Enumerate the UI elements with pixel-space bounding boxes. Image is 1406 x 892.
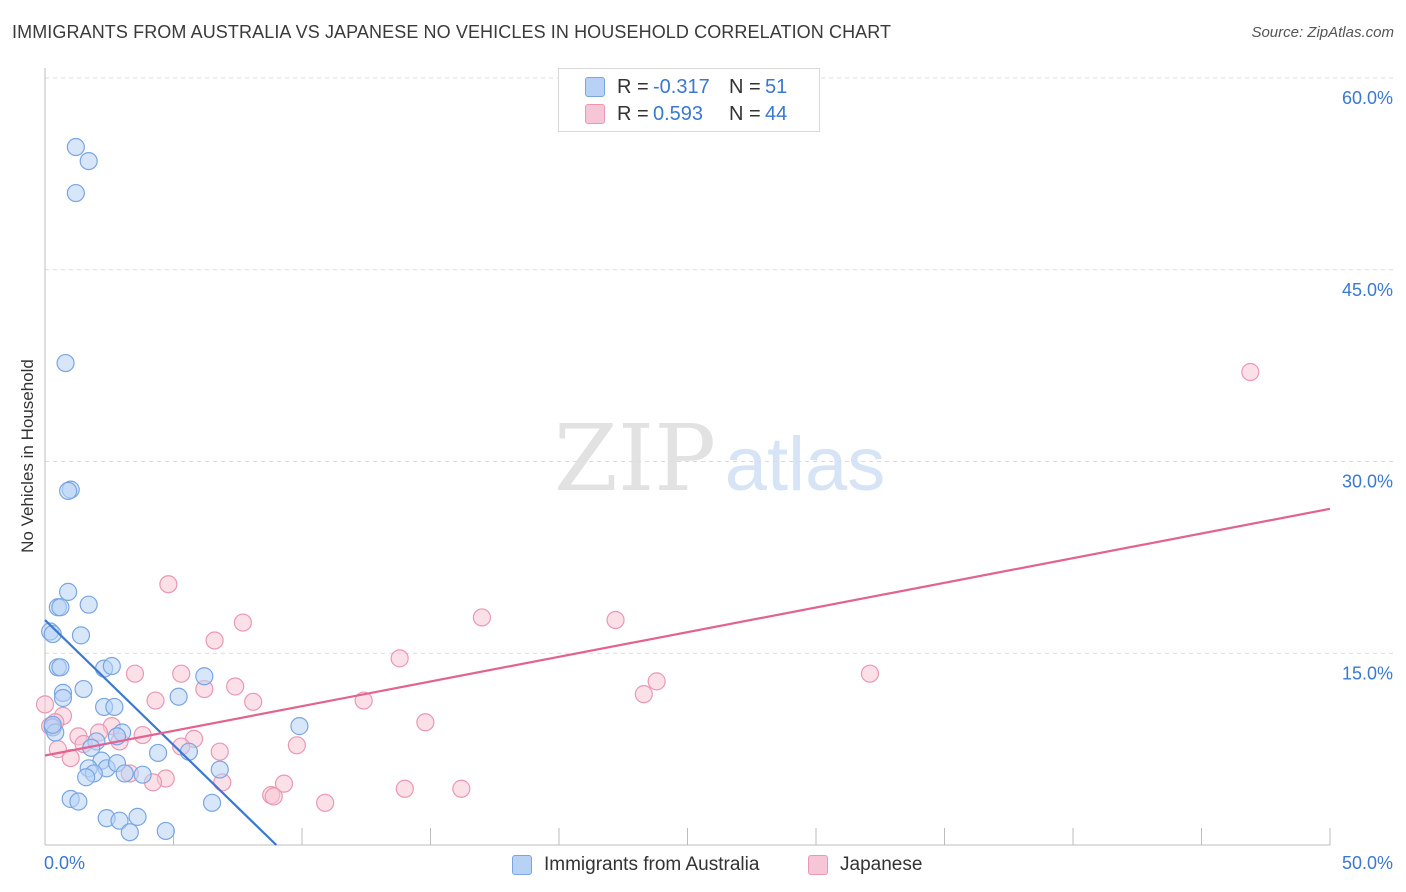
japanese-point <box>172 664 191 683</box>
japanese-trend-line <box>44 507 1331 757</box>
legend-row-japanese: R = 0.593 N = 44 <box>585 101 787 127</box>
legend-row-australia: R = -0.317 N = 51 <box>585 74 787 100</box>
japanese-point <box>264 787 283 806</box>
japanese-point <box>146 691 165 710</box>
japanese-point <box>274 774 294 793</box>
japanese-point <box>35 695 55 714</box>
y-tick-label: 30.0% <box>1342 472 1393 492</box>
japanese-point <box>287 736 306 755</box>
australia-point <box>115 764 134 783</box>
australia-point <box>69 792 88 811</box>
japanese-point <box>316 793 335 812</box>
japanese-point <box>159 575 178 594</box>
y-axis-label: No Vehicles in Household <box>18 359 37 553</box>
japanese-point <box>390 649 409 668</box>
australia-point <box>74 679 93 699</box>
australia-point <box>66 183 85 203</box>
r-label: R = <box>617 75 649 98</box>
japanese-swatch <box>808 855 828 875</box>
australia-point <box>66 137 85 157</box>
australia-point <box>53 688 73 708</box>
australia-point <box>51 598 70 617</box>
australia-point <box>169 687 188 706</box>
australia-point <box>128 807 147 826</box>
australia-point <box>210 760 229 779</box>
legend-label: Immigrants from Australia <box>544 854 760 875</box>
bottom-legend-japanese: Japanese <box>808 852 922 878</box>
japanese-point <box>205 631 224 650</box>
australia-point <box>56 353 75 373</box>
chart-title: IMMIGRANTS FROM AUSTRALIA VS JAPANESE NO… <box>12 22 892 42</box>
japanese-point <box>395 779 414 798</box>
x-tick-label: 50.0% <box>1342 853 1393 873</box>
n-value: 44 <box>765 102 788 125</box>
japanese-point <box>210 742 229 761</box>
y-tick-label: 60.0% <box>1342 88 1393 108</box>
australia-point <box>105 697 124 717</box>
n-label: N = <box>729 75 761 98</box>
australia-point <box>156 821 175 841</box>
japanese-point <box>472 608 491 627</box>
australia-point <box>71 626 91 645</box>
australia-point <box>79 595 98 614</box>
australia-point <box>148 743 168 763</box>
japanese-swatch <box>585 104 605 124</box>
japanese-point <box>226 677 245 696</box>
japanese-point <box>244 692 263 711</box>
correlation-legend: R = -0.317 N = 51 R = 0.593 N = 44 <box>558 68 820 132</box>
japanese-point <box>634 685 653 704</box>
x-tick-label: 0.0% <box>44 853 85 873</box>
japanese-point <box>1241 362 1260 382</box>
australia-point <box>290 717 309 736</box>
australia-point <box>59 582 78 601</box>
australia-point <box>110 811 129 830</box>
legend-label: Japanese <box>840 854 923 875</box>
australia-point <box>79 151 98 171</box>
australia-point <box>51 658 70 677</box>
japanese-point <box>416 713 435 732</box>
bottom-legend-australia: Immigrants from Australia <box>512 852 759 878</box>
australia-point <box>195 667 214 686</box>
japanese-point <box>606 610 625 630</box>
n-label: N = <box>729 102 761 125</box>
n-value: 51 <box>765 75 788 98</box>
r-value: -0.317 <box>653 75 710 98</box>
australia-point <box>43 624 62 644</box>
japanese-point <box>452 779 471 798</box>
australia-swatch <box>512 855 532 875</box>
australia-point <box>133 765 152 784</box>
australia-point <box>59 481 78 501</box>
r-value: 0.593 <box>653 102 704 125</box>
watermark-zip: ZIP <box>554 405 716 512</box>
australia-swatch <box>585 77 605 97</box>
y-tick-label: 45.0% <box>1342 280 1393 300</box>
japanese-point <box>354 691 373 710</box>
australia-point <box>77 768 96 787</box>
japanese-point <box>647 672 666 691</box>
australia-point <box>120 823 139 842</box>
watermark-atlas: atlas <box>725 422 886 507</box>
japanese-point <box>125 664 145 683</box>
australia-point <box>102 656 121 676</box>
japanese-point <box>233 613 252 632</box>
japanese-point <box>860 664 880 683</box>
source-label: Source: ZipAtlas.com <box>1251 24 1394 41</box>
r-label: R = <box>617 102 649 125</box>
australia-point <box>202 793 222 812</box>
y-tick-label: 15.0% <box>1342 663 1393 683</box>
australia-point <box>43 715 62 734</box>
australia-point <box>179 742 199 761</box>
